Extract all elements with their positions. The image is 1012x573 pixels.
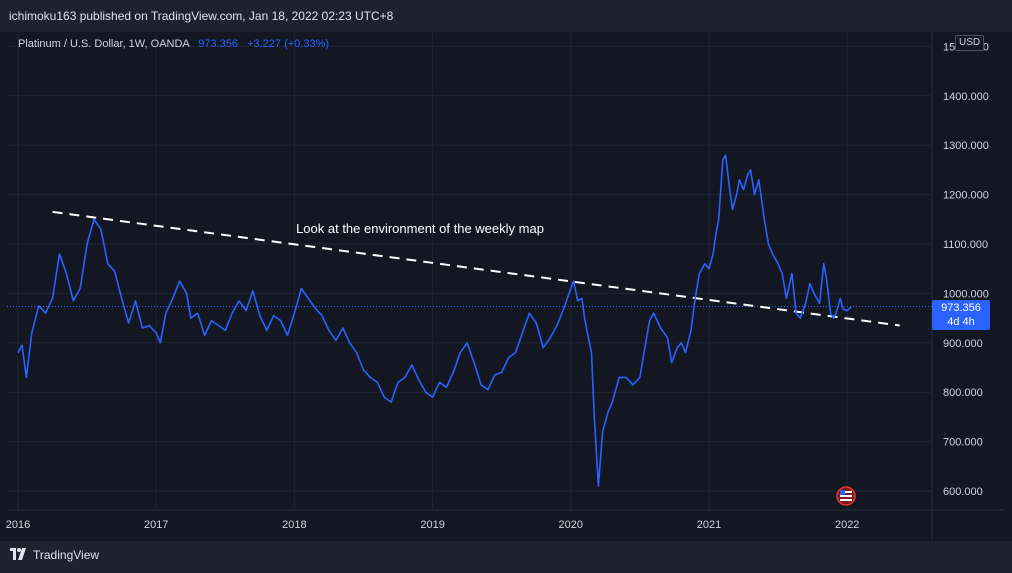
x-tick-label: 2017	[144, 519, 168, 531]
price-series-line	[17, 154, 852, 487]
x-tick-label: 2021	[697, 519, 721, 531]
y-tick-label: 900.000	[943, 338, 983, 350]
publisher-bar: ichimoku163 published on TradingView.com…	[0, 0, 1012, 32]
x-tick-label: 2016	[6, 519, 30, 531]
x-tick-label: 2019	[420, 519, 444, 531]
x-tick-label: 2018	[282, 519, 306, 531]
x-axis-labels: 2016 2017 2018 2019 2020 2021 2022	[6, 519, 860, 531]
y-tick-label: 700.000	[943, 437, 983, 449]
countdown-label: 4d 4h	[947, 316, 975, 328]
y-tick-label: 800.000	[943, 387, 983, 399]
footer-bar	[0, 541, 1012, 573]
y-tick-label: 1000.000	[943, 288, 989, 300]
symbol-label: Platinum / U.S. Dollar, 1W, OANDA	[18, 38, 190, 50]
annotation-label: Look at the environment of the weekly ma…	[296, 221, 544, 236]
flag-icon[interactable]	[836, 486, 856, 506]
y-tick-label: 1100.000	[943, 239, 988, 251]
last-price-value: 973.356	[941, 302, 981, 314]
legend-last-value: 973.356	[198, 38, 238, 50]
publisher-text: ichimoku163 published on TradingView.com…	[9, 9, 394, 23]
footer-brand[interactable]: TradingView	[33, 548, 100, 562]
chart-area[interactable]	[7, 32, 1003, 541]
x-tick-label: 2022	[835, 519, 859, 531]
tradingview-logo-icon[interactable]	[9, 547, 29, 561]
trendline	[52, 210, 900, 327]
y-tick-label: 1400.000	[943, 91, 989, 103]
currency-badge[interactable]: USD	[955, 35, 985, 51]
last-price-tag: 973.356 4d 4h	[932, 300, 990, 330]
y-tick-label: 600.000	[943, 486, 983, 498]
y-tick-label: 1300.000	[943, 140, 989, 152]
x-tick-label: 2020	[559, 519, 583, 531]
chart-legend[interactable]: Platinum / U.S. Dollar, 1W, OANDA 973.35…	[18, 38, 329, 50]
annotation-group: Look at the environment of the weekly ma…	[296, 221, 544, 236]
y-axis-labels: 1500.0001400.0001300.0001200.0001100.000…	[943, 41, 989, 498]
legend-change: +3.227 (+0.33%)	[247, 38, 330, 50]
y-tick-label: 1200.000	[943, 190, 989, 202]
grid-lines	[7, 32, 1003, 541]
